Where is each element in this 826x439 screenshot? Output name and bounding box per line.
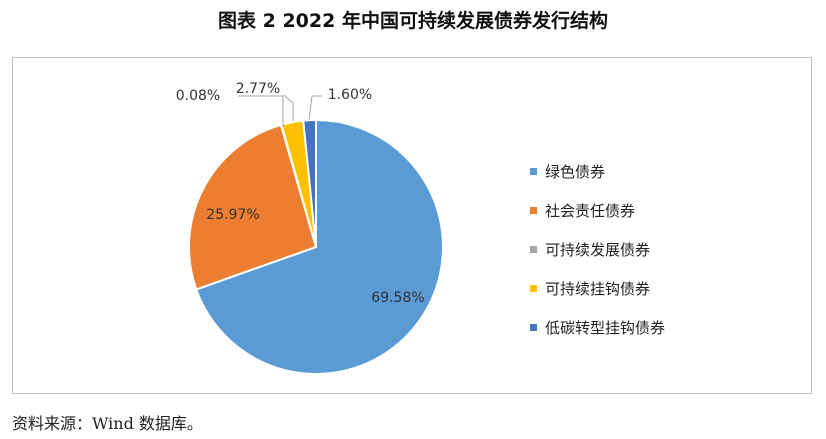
legend-item: 可持续发展债券 (530, 230, 665, 269)
data-label: 1.60% (328, 87, 372, 103)
legend-swatch (530, 285, 537, 292)
chart-legend: 绿色债券社会责任债券 可持续发展债券 可持续挂钩债券 低碳转型挂钩债券 (530, 152, 665, 347)
legend-label: 可持续挂钩债券 (545, 280, 651, 298)
chart-frame (12, 57, 812, 394)
legend-swatch (530, 168, 537, 175)
legend-swatch (530, 324, 537, 331)
pie-slice (188, 123, 318, 291)
legend-label: 可持续发展债券 (545, 241, 651, 259)
leader-line (283, 94, 294, 121)
leader-line (238, 95, 284, 127)
data-label: 25.97% (206, 207, 259, 223)
legend-label: 绿色债券 (545, 163, 606, 181)
legend-item: 社会责任债券 (530, 191, 665, 230)
legend-item: 可持续挂钩债券 (530, 269, 665, 308)
legend-item: 绿色债券 (530, 152, 665, 191)
legend-label: 社会责任债券 (545, 202, 636, 220)
data-label: 2.77% (236, 81, 280, 97)
pie-slice (195, 118, 444, 375)
legend-label: 低碳转型挂钩债券 (545, 319, 666, 337)
legend-swatch (530, 246, 537, 253)
source-note: 资料来源：Wind 数据库。 (12, 414, 203, 433)
legend-swatch (530, 207, 537, 214)
data-label: 0.08% (176, 88, 220, 104)
leader-line (308, 95, 322, 121)
pie-slice (302, 118, 317, 248)
chart-title: 图表 2 2022 年中国可持续发展债券发行结构 (218, 10, 608, 32)
data-label: 69.58% (371, 290, 424, 306)
legend-item: 低碳转型挂钩债券 (530, 308, 665, 347)
